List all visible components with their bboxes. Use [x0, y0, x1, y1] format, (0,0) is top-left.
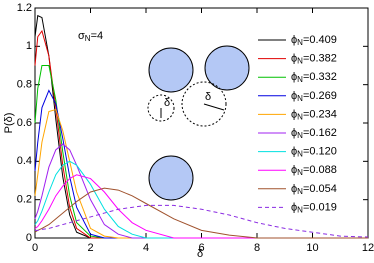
x-tick-label: 8 [254, 242, 260, 254]
series-line [35, 204, 369, 238]
y-tick-label: 0.2 [17, 194, 32, 206]
inset-diagram [147, 45, 250, 201]
x-tick-label: 2 [87, 242, 93, 254]
y-tick-label: 1.2 [17, 2, 32, 14]
legend-label: ϕN=0.409 [291, 34, 337, 47]
x-tick-label: 4 [143, 242, 149, 254]
particle [204, 45, 250, 91]
void [181, 81, 227, 127]
void [147, 94, 175, 122]
legend-label: ϕN=0.054 [291, 183, 337, 196]
y-tick-label: 0 [26, 232, 32, 244]
inset-label: δ [205, 91, 211, 103]
x-tick-label: 6 [198, 242, 204, 254]
x-tick-label: 12 [362, 242, 374, 254]
particle [148, 155, 194, 201]
legend-label: ϕN=0.382 [291, 53, 337, 66]
x-tick-label: 0 [32, 242, 38, 254]
y-tick-label: 0.8 [17, 79, 32, 91]
annotation: σN=4 [78, 30, 103, 43]
radius [203, 103, 225, 111]
y-axis-label: P(δ) [3, 113, 15, 134]
inset-label: δ [164, 97, 170, 109]
legend-label: ϕN=0.120 [291, 146, 337, 159]
legend-label: ϕN=0.332 [291, 71, 337, 84]
legend-label: ϕN=0.019 [291, 201, 337, 214]
series-line [34, 187, 368, 239]
legend-label: ϕN=0.269 [291, 90, 337, 103]
y-tick-label: 0.4 [17, 155, 32, 167]
legend-label: ϕN=0.234 [291, 108, 337, 121]
x-tick-label: 10 [306, 242, 318, 254]
y-tick-label: 0.6 [17, 117, 32, 129]
particle [148, 47, 194, 93]
legend-label: ϕN=0.162 [291, 127, 337, 140]
y-tick-label: 1 [26, 40, 32, 52]
x-axis-label: δ [197, 248, 203, 260]
legend-label: ϕN=0.088 [291, 164, 337, 177]
